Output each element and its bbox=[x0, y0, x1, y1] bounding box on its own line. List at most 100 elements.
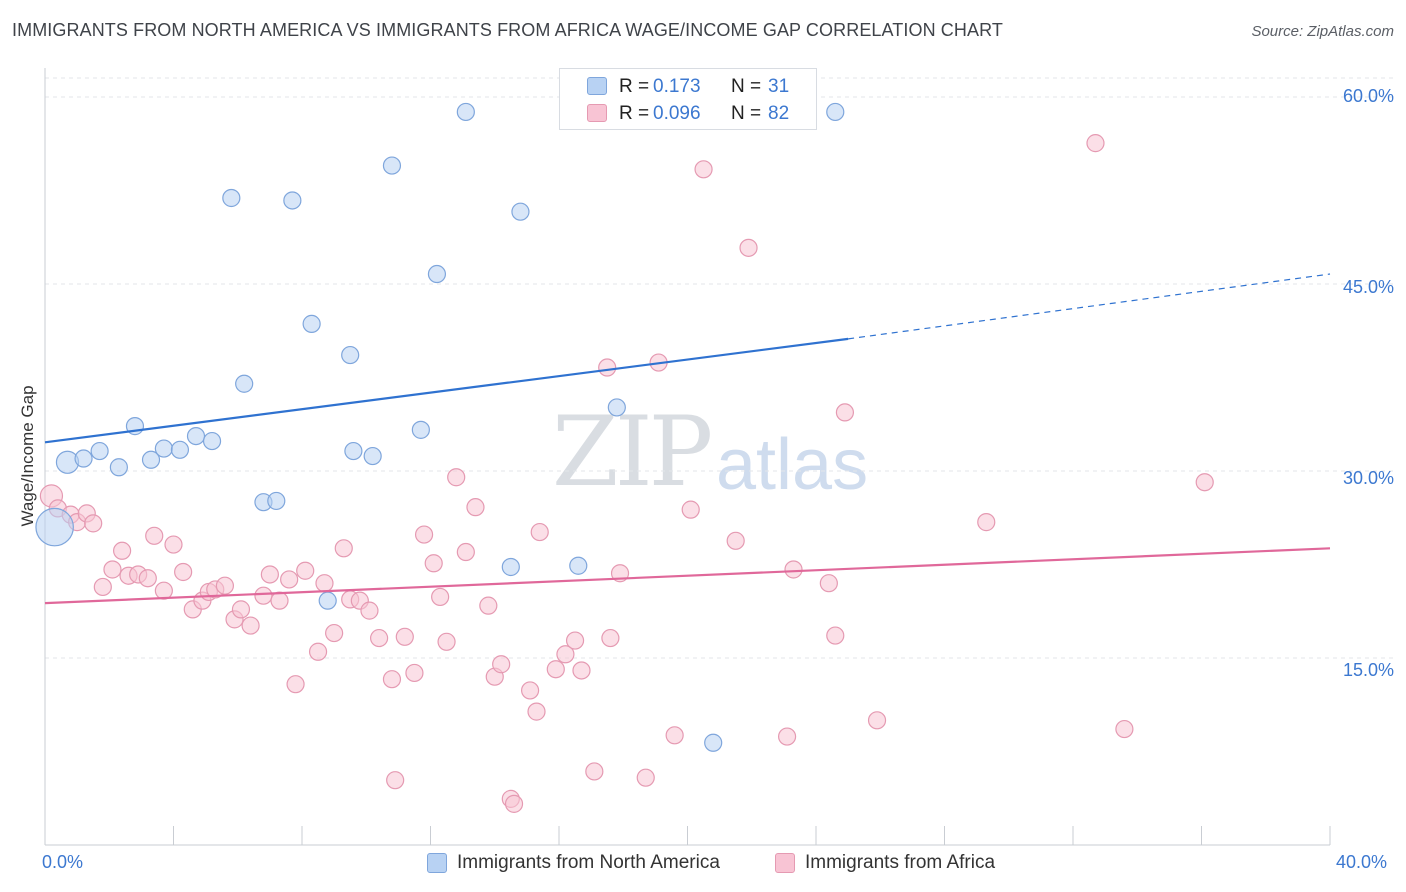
data-point-africa bbox=[598, 358, 617, 377]
data-point-africa bbox=[530, 522, 549, 542]
r-label: R = bbox=[619, 76, 650, 97]
data-point-africa bbox=[395, 627, 414, 646]
legend-swatch-north-america bbox=[427, 853, 447, 873]
data-point-north-america bbox=[341, 345, 360, 365]
data-point-africa bbox=[739, 238, 758, 257]
data-point-africa bbox=[315, 574, 334, 593]
data-point-africa bbox=[585, 762, 604, 781]
legend-swatch-africa bbox=[587, 104, 607, 122]
data-point-africa bbox=[296, 561, 315, 580]
data-point-north-america bbox=[569, 556, 588, 575]
data-point-africa bbox=[1086, 134, 1105, 153]
data-point-north-america bbox=[382, 156, 402, 175]
axes bbox=[44, 68, 1331, 846]
data-point-africa bbox=[370, 628, 389, 648]
data-point-africa bbox=[665, 726, 684, 745]
data-point-africa bbox=[681, 500, 700, 519]
data-point-africa bbox=[154, 581, 173, 600]
data-point-africa bbox=[546, 660, 565, 679]
data-point-africa bbox=[572, 661, 591, 680]
data-point-africa bbox=[835, 403, 855, 422]
data-point-africa bbox=[492, 655, 511, 674]
data-point-north-america bbox=[55, 450, 80, 474]
data-point-africa bbox=[437, 632, 456, 651]
data-point-africa bbox=[1195, 473, 1214, 492]
data-point-africa bbox=[819, 574, 838, 593]
data-point-africa bbox=[867, 711, 887, 730]
data-point-africa bbox=[93, 577, 112, 597]
data-point-north-america bbox=[35, 507, 74, 547]
data-point-africa bbox=[601, 628, 620, 648]
data-point-africa bbox=[286, 675, 305, 694]
legend-label: Immigrants from Africa bbox=[805, 852, 996, 873]
data-point-africa bbox=[334, 539, 353, 558]
source-label: Source: ZipAtlas.com bbox=[1251, 23, 1394, 40]
y-tick-label: 30.0% bbox=[1342, 468, 1394, 488]
data-point-north-america bbox=[411, 420, 430, 439]
legend-row-north-america: R = 0.173 N = 31 bbox=[560, 74, 816, 100]
data-point-africa bbox=[565, 631, 585, 650]
data-point-north-america bbox=[202, 431, 222, 451]
r-value: 0.173 bbox=[653, 76, 701, 97]
trend-line-africa bbox=[44, 547, 1331, 605]
data-point-africa bbox=[103, 560, 122, 579]
correlation-legend: R = 0.173 N = 31 R = 0.096 N = 82 bbox=[559, 68, 817, 130]
legend-row-africa: R = 0.096 N = 82 bbox=[560, 101, 816, 127]
data-point-africa bbox=[726, 531, 745, 550]
data-point-north-america bbox=[344, 441, 363, 461]
data-point-africa bbox=[414, 525, 434, 544]
data-point-north-america bbox=[235, 374, 254, 393]
data-point-north-america bbox=[427, 264, 447, 284]
data-point-africa bbox=[382, 670, 402, 689]
data-point-africa bbox=[977, 513, 996, 532]
data-point-africa bbox=[145, 526, 164, 545]
data-point-north-america bbox=[826, 102, 845, 122]
data-point-north-america bbox=[607, 398, 626, 417]
y-tick-label: 45.0% bbox=[1342, 277, 1394, 297]
data-point-africa bbox=[308, 642, 328, 661]
series-africa-points bbox=[39, 134, 1214, 813]
data-point-africa bbox=[694, 160, 713, 179]
y-tick-label: 60.0% bbox=[1342, 86, 1394, 106]
chart-title: IMMIGRANTS FROM NORTH AMERICA VS IMMIGRA… bbox=[12, 20, 1003, 40]
x-tick-label: 0.0% bbox=[42, 852, 84, 872]
y-axis-label: Wage/Income Gap bbox=[18, 385, 37, 527]
data-point-north-america bbox=[109, 458, 128, 477]
data-point-africa bbox=[112, 541, 132, 560]
data-point-africa bbox=[431, 587, 450, 607]
data-point-africa bbox=[215, 576, 234, 595]
data-point-north-america bbox=[704, 733, 723, 752]
n-label: N = bbox=[731, 103, 762, 124]
data-point-africa bbox=[479, 596, 498, 615]
data-point-north-america bbox=[186, 426, 206, 446]
data-point-africa bbox=[405, 663, 424, 683]
data-point-africa bbox=[138, 569, 157, 588]
data-point-africa bbox=[1115, 719, 1134, 739]
data-point-north-america bbox=[302, 314, 321, 333]
series-north-america-points bbox=[35, 102, 845, 752]
data-point-africa bbox=[325, 623, 344, 643]
data-point-africa bbox=[826, 626, 845, 645]
data-point-north-america bbox=[74, 449, 93, 468]
data-point-north-america bbox=[154, 439, 173, 458]
data-point-africa bbox=[260, 565, 279, 584]
legend-swatch-north-america bbox=[587, 77, 607, 95]
trend-line-north-america bbox=[44, 337, 849, 444]
data-point-north-america bbox=[267, 491, 286, 511]
data-point-africa bbox=[520, 681, 540, 700]
data-point-north-america bbox=[283, 191, 302, 210]
data-point-north-america bbox=[170, 440, 190, 459]
grid-lines bbox=[45, 77, 1395, 659]
data-point-africa bbox=[466, 498, 485, 517]
n-value: 31 bbox=[768, 76, 790, 97]
n-value: 82 bbox=[768, 103, 790, 124]
data-point-africa bbox=[84, 514, 103, 533]
data-point-africa bbox=[386, 771, 405, 790]
data-point-north-america bbox=[90, 441, 109, 461]
data-point-africa bbox=[456, 542, 475, 562]
data-point-africa bbox=[174, 562, 193, 582]
data-point-africa bbox=[254, 586, 273, 605]
data-point-africa bbox=[504, 794, 524, 813]
n-label: N = bbox=[731, 76, 762, 97]
